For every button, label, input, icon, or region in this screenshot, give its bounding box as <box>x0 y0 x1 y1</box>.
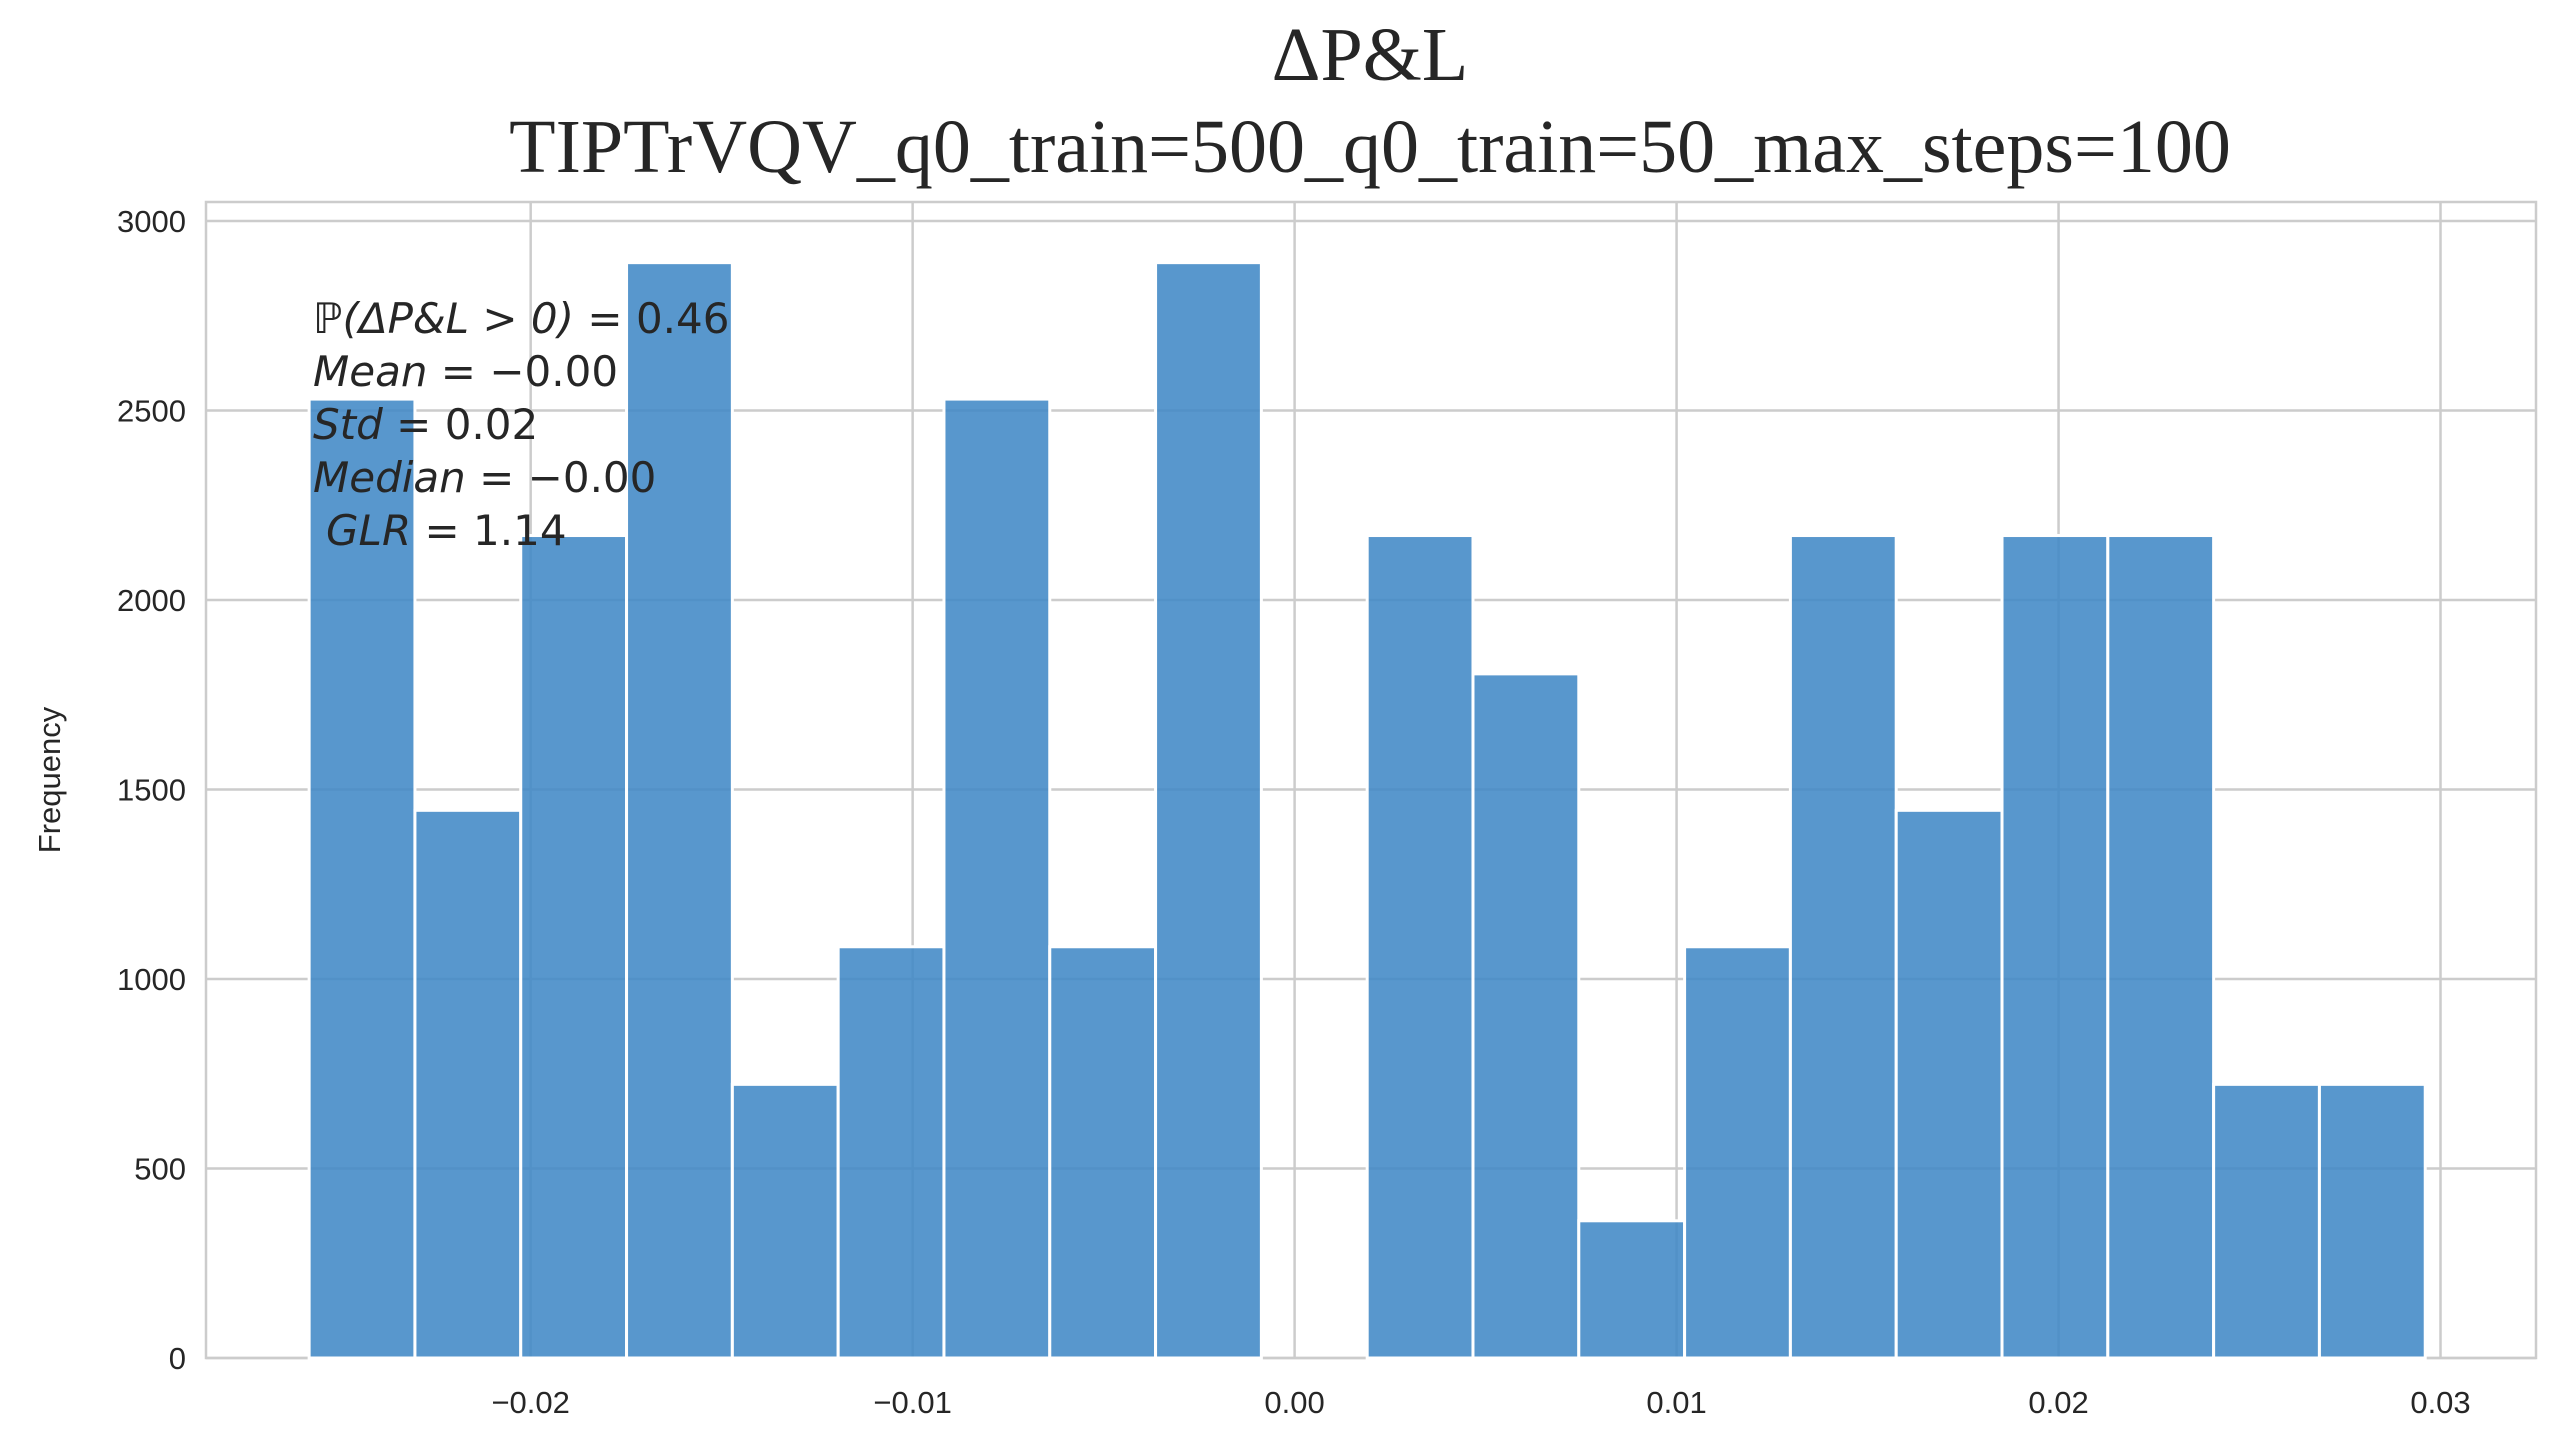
y-tick-label: 2000 <box>117 583 186 618</box>
annotation-mean: Mean = −0.00 <box>313 347 618 396</box>
x-tick-label: −0.02 <box>491 1385 569 1420</box>
annotation-median: Median = −0.00 <box>313 453 656 502</box>
histogram-bar <box>1048 945 1158 1360</box>
histogram-bar <box>836 945 946 1360</box>
x-tick-label: −0.01 <box>873 1385 951 1420</box>
histogram-bar <box>2106 534 2216 1360</box>
chart-subtitle: TIPTrVQV_q0_train=500_q0_train=50_max_st… <box>509 105 2231 189</box>
histogram-bar <box>1471 672 1581 1360</box>
histogram-bar <box>2317 1082 2427 1360</box>
x-axis-ticks: −0.02 −0.01 0.00 0.01 0.02 0.03 <box>491 1385 2470 1420</box>
x-tick-label: 0.03 <box>2410 1385 2470 1420</box>
y-tick-label: 1000 <box>117 962 186 997</box>
histogram-bar <box>413 808 523 1360</box>
histogram-bar <box>1154 261 1263 1360</box>
x-tick-label: 0.00 <box>1264 1385 1324 1420</box>
histogram-bar <box>1577 1219 1687 1360</box>
histogram-bar <box>2212 1082 2321 1360</box>
y-tick-label: 0 <box>169 1341 186 1376</box>
y-tick-label: 3000 <box>117 204 186 239</box>
x-tick-label: 0.02 <box>2028 1385 2088 1420</box>
histogram-bar <box>307 397 417 1360</box>
y-axis-label: Frequency <box>32 706 67 853</box>
histogram-bar <box>1683 945 1792 1360</box>
y-axis-ticks: 0 500 1000 1500 2000 2500 3000 <box>117 204 186 1376</box>
y-tick-label: 500 <box>134 1151 186 1186</box>
histogram-bar <box>2000 534 2110 1360</box>
chart-title: ΔP&L <box>1272 13 1469 97</box>
histogram-bars <box>307 261 2427 1360</box>
histogram-bar <box>942 397 1052 1360</box>
histogram-bar <box>519 534 629 1360</box>
stats-annotation: ℙ(ΔP&L > 0) = 0.46 Mean = −0.00 Std = 0.… <box>313 294 729 555</box>
y-tick-label: 2500 <box>117 393 186 428</box>
histogram-bar <box>1894 808 2004 1360</box>
x-tick-label: 0.01 <box>1646 1385 1706 1420</box>
y-tick-label: 1500 <box>117 772 186 807</box>
histogram-bar <box>1365 534 1475 1360</box>
histogram-bar <box>625 261 734 1360</box>
annotation-glr: GLR = 1.14 <box>326 506 567 555</box>
histogram-bar <box>730 1082 840 1360</box>
annotation-std: Std = 0.02 <box>313 400 538 449</box>
histogram-bar <box>1788 534 1898 1360</box>
annotation-probability: ℙ(ΔP&L > 0) = 0.46 <box>313 294 729 343</box>
